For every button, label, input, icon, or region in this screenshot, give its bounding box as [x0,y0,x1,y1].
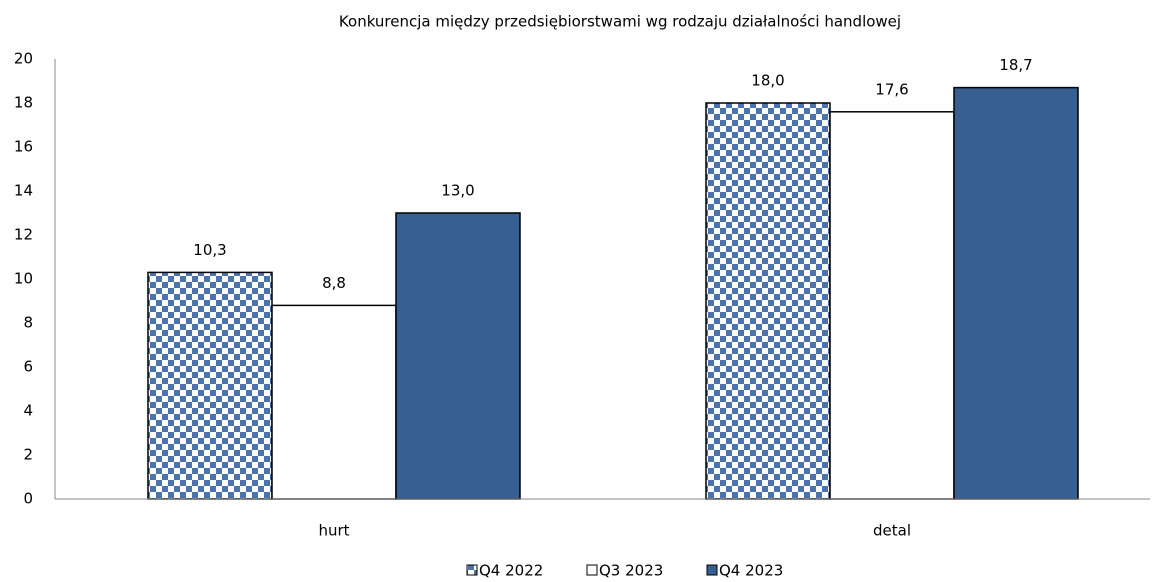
x-tick-label: hurt [318,522,349,540]
legend-label: Q4 2022 [479,562,543,580]
bar [271,304,397,500]
y-tick-label: 14 [14,182,33,200]
legend-label: Q3 2023 [599,562,663,580]
data-label: 17,6 [875,80,908,98]
bar [953,86,1079,500]
data-label: 8,8 [322,274,346,292]
y-tick-label: 0 [23,490,33,508]
y-tick-label: 8 [23,314,33,332]
y-tick-label: 2 [23,446,33,464]
y-tick-label: 10 [14,270,33,288]
data-label: 18,7 [999,56,1032,74]
y-tick-label: 18 [14,94,33,112]
data-label: 10,3 [193,241,226,259]
y-tick-label: 6 [23,358,33,376]
bar [705,102,831,500]
bar [395,212,521,500]
bar [147,271,273,500]
y-tick-label: 4 [23,402,33,420]
legend-label: Q4 2023 [719,562,783,580]
y-tick-label: 20 [14,50,33,68]
legend-swatch [466,564,478,576]
chart-title: Konkurencja między przedsiębiorstwami wg… [339,13,901,31]
data-label: 18,0 [751,72,784,90]
data-label: 13,0 [441,182,474,200]
bar [829,111,955,500]
legend-swatch [706,564,718,576]
x-tick-label: detal [873,522,911,540]
y-tick-label: 16 [14,138,33,156]
y-tick-label: 12 [14,226,33,244]
legend-swatch [586,564,598,576]
